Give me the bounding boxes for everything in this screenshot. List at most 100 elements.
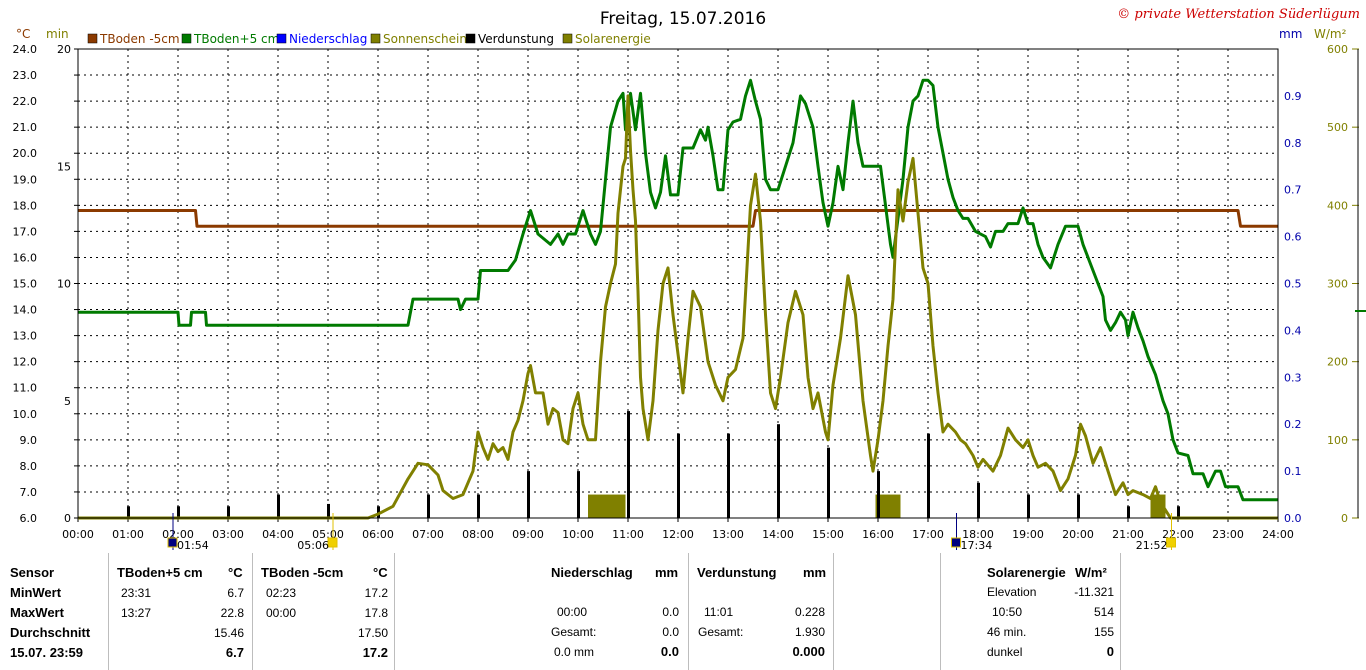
legend-label: Verdunstung (478, 32, 554, 46)
x-tick-label: 12:00 (662, 528, 694, 541)
verdunstung-bar (827, 447, 830, 518)
nieder-last: 0.0 mm (554, 645, 595, 659)
legend-label: Solarenergie (575, 32, 651, 46)
y-celsius-tick-label: 7.0 (20, 486, 38, 499)
divider (252, 553, 253, 670)
legend-swatch (370, 33, 381, 44)
tb5-max-val: 22.8 (220, 606, 244, 620)
x-tick-label: 06:00 (362, 528, 394, 541)
y-mm-tick-label: 0.9 (1284, 90, 1302, 103)
verdunstung-bar (1077, 494, 1080, 518)
y-min-tick-label: 0 (64, 512, 71, 525)
y-celsius-tick-label: 18.0 (13, 199, 38, 212)
chart-title: Freitag, 15.07.2016 (600, 9, 766, 29)
x-tick-label: 24:00 (1262, 528, 1294, 541)
y-celsius-tick-label: 23.0 (13, 69, 38, 82)
y-mm-tick-label: 0.4 (1284, 324, 1302, 337)
y-celsius-tick-label: 16.0 (13, 251, 38, 264)
y-celsius-tick-label: 20.0 (13, 147, 38, 160)
chart-lines (78, 78, 1278, 520)
solar-max-val: 514 (1093, 605, 1114, 619)
y-wm2-tick-label: 400 (1327, 199, 1348, 212)
sensor-label: Sensor (10, 565, 55, 580)
sun-marker-icon (951, 537, 961, 548)
tbm5-max-time: 00:00 (266, 606, 297, 620)
chart-legend: TBoden -5cm TBoden+5 cm Niederschlag Sonnen… (87, 32, 651, 46)
sonnenschein-bar (620, 494, 626, 518)
verdunstung-bar (877, 471, 880, 518)
tb5-avg: 15.46 (213, 626, 244, 640)
tb5-max-time: 13:27 (121, 606, 152, 620)
y-min-tick-label: 5 (64, 395, 71, 408)
tbm5-header: TBoden -5cm (261, 565, 344, 580)
x-tick-label: 07:00 (412, 528, 444, 541)
verd-time: 11:01 (704, 605, 734, 619)
tbm5-min-val: 17.2 (364, 586, 388, 600)
y-mm-tick-label: 0.8 (1284, 137, 1302, 150)
verdunstung-bar (227, 506, 230, 518)
legend-label: Sonnenschein (383, 32, 467, 46)
solar-elev-val: -11.321 (1074, 585, 1114, 599)
x-tick-label: 10:00 (562, 528, 594, 541)
x-tick-label: 15:00 (812, 528, 844, 541)
tb5-current: 6.7 (225, 645, 244, 660)
weather-chart: TBoden -5cm TBoden+5 cm Niederschlag Sonnen… (13, 7, 1366, 552)
legend-label: TBoden -5cm (99, 32, 180, 46)
y-wm2-tick-label: 300 (1327, 278, 1348, 291)
verdunstung-bar (727, 433, 730, 518)
x-tick-label: 04:00 (262, 528, 294, 541)
x-tick-label: 08:00 (462, 528, 494, 541)
verdunstung-bar (927, 433, 930, 518)
y-mm-tick-label: 0.6 (1284, 231, 1302, 244)
verdunstung-bar (477, 494, 480, 518)
verdunstung-bar (777, 424, 780, 518)
verdunstung-bar (1027, 494, 1030, 518)
chart-grid (74, 48, 1366, 522)
legend-swatch (87, 33, 98, 44)
sun-marker-icon (167, 537, 178, 548)
legend-label: TBoden+5 cm (193, 32, 279, 46)
legend-swatch (276, 33, 287, 44)
nieder-gesamt-val: 0.0 (662, 625, 679, 639)
y-min-tick-label: 20 (57, 43, 71, 56)
x-tick-label: 17:00 (912, 528, 944, 541)
y-celsius-tick-label: 19.0 (13, 173, 38, 186)
divider (108, 553, 109, 670)
solar-header: Solarenergie (987, 565, 1066, 580)
verdunstung-bar (577, 471, 580, 518)
y-wm2-tick-label: 200 (1327, 356, 1348, 369)
x-tick-label: 00:00 (62, 528, 94, 541)
statistics-panel: Sensor MinWert MaxWert Durchschnitt 15.0… (0, 553, 1366, 670)
y-celsius-tick-label: 9.0 (20, 434, 38, 447)
y-mm-tick-label: 0.3 (1284, 371, 1302, 384)
legend-swatch (562, 33, 573, 44)
y-wm2-tick-label: 600 (1327, 43, 1348, 56)
min-unit-label: min (46, 27, 69, 41)
verdunstung-bar (627, 411, 630, 518)
plot-frame (77, 48, 1279, 519)
verdunstung-bar (977, 482, 980, 518)
y-mm-tick-label: 0.1 (1284, 465, 1302, 478)
verdunstung-bar (277, 494, 280, 518)
divider (688, 553, 689, 670)
solar-elev-label: Elevation (987, 585, 1037, 599)
y-celsius-tick-label: 10.0 (13, 408, 38, 421)
copyright-text: © private Wetterstation Süderlügum (1117, 7, 1360, 22)
tb5-header: TBoden+5 cm (117, 565, 203, 580)
y-min-tick-label: 10 (57, 278, 71, 291)
sun-marker-label: 21:52 (1136, 539, 1168, 552)
y-celsius-tick-label: 13.0 (13, 330, 38, 343)
verdunstung-bar (127, 506, 130, 518)
tb5-min-time: 23:31 (121, 586, 152, 600)
sun-marker-label: 01:54 (177, 539, 209, 552)
verdunstung-bar (377, 506, 380, 518)
solar-unit: W/m² (1075, 565, 1107, 580)
verd-current: 0.000 (792, 644, 825, 659)
solar-avg-val: 155 (1093, 625, 1114, 639)
tb5-min-val: 6.7 (227, 586, 244, 600)
celsius-unit-label: °C (16, 27, 30, 41)
y-wm2-tick-label: 500 (1327, 121, 1348, 134)
sun-markers: 01:54 05:06 17:34 21:52 (167, 513, 1176, 552)
y-mm-tick-label: 0.0 (1284, 512, 1302, 525)
y-celsius-tick-label: 17.0 (13, 225, 38, 238)
